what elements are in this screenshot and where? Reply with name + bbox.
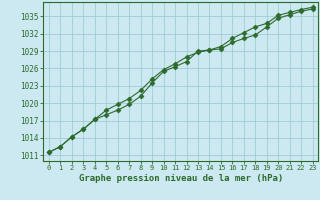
X-axis label: Graphe pression niveau de la mer (hPa): Graphe pression niveau de la mer (hPa) (79, 174, 283, 183)
